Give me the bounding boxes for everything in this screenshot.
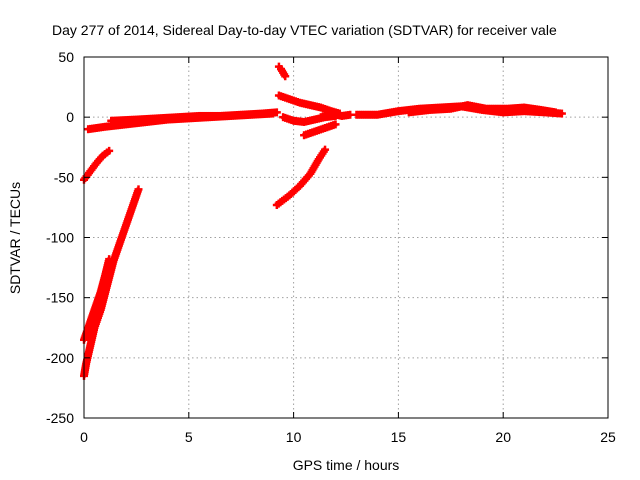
y-axis-label: SDTVAR / TECUs [7,182,23,294]
y-tick-label: -100 [46,230,74,246]
data-point [321,145,330,154]
y-tick-label: 50 [58,49,74,65]
x-tick-label: 5 [185,429,193,445]
data-points [80,62,566,380]
x-axis-label: GPS time / hours [293,457,400,473]
data-point [134,185,143,194]
series-arc-13 [404,101,560,117]
series-arc-11 [316,109,355,122]
series-arc-5 [107,108,281,125]
x-tick-label: 10 [286,429,302,445]
data-point [331,120,340,129]
series-arc-10 [272,145,330,210]
y-tick-label: -200 [46,350,74,366]
ticks: 0 5 10 15 20 25 -250 -200 -150 -100 -50 0 50 [46,49,616,445]
x-tick-label: 20 [495,429,511,445]
data-point [105,146,114,155]
data-point [272,108,281,117]
data-point [281,72,290,81]
x-tick-label: 0 [80,429,88,445]
series-arc-9 [300,120,340,140]
x-tick-label: 15 [391,429,407,445]
series-arc-2 [80,255,114,344]
series-arc-1 [80,185,143,380]
series-arc-6 [274,62,290,81]
series-arc-3 [80,146,114,184]
y-tick-label: -250 [46,410,74,426]
series-arc-8 [279,111,340,126]
data-point [551,108,560,117]
y-tick-label: -150 [46,290,74,306]
x-tick-label: 25 [600,429,616,445]
data-point [105,255,114,264]
y-tick-label: 0 [66,109,74,125]
chart-title: Day 277 of 2014, Sidereal Day-to-day VTE… [52,22,557,38]
y-tick-label: -50 [54,169,74,185]
